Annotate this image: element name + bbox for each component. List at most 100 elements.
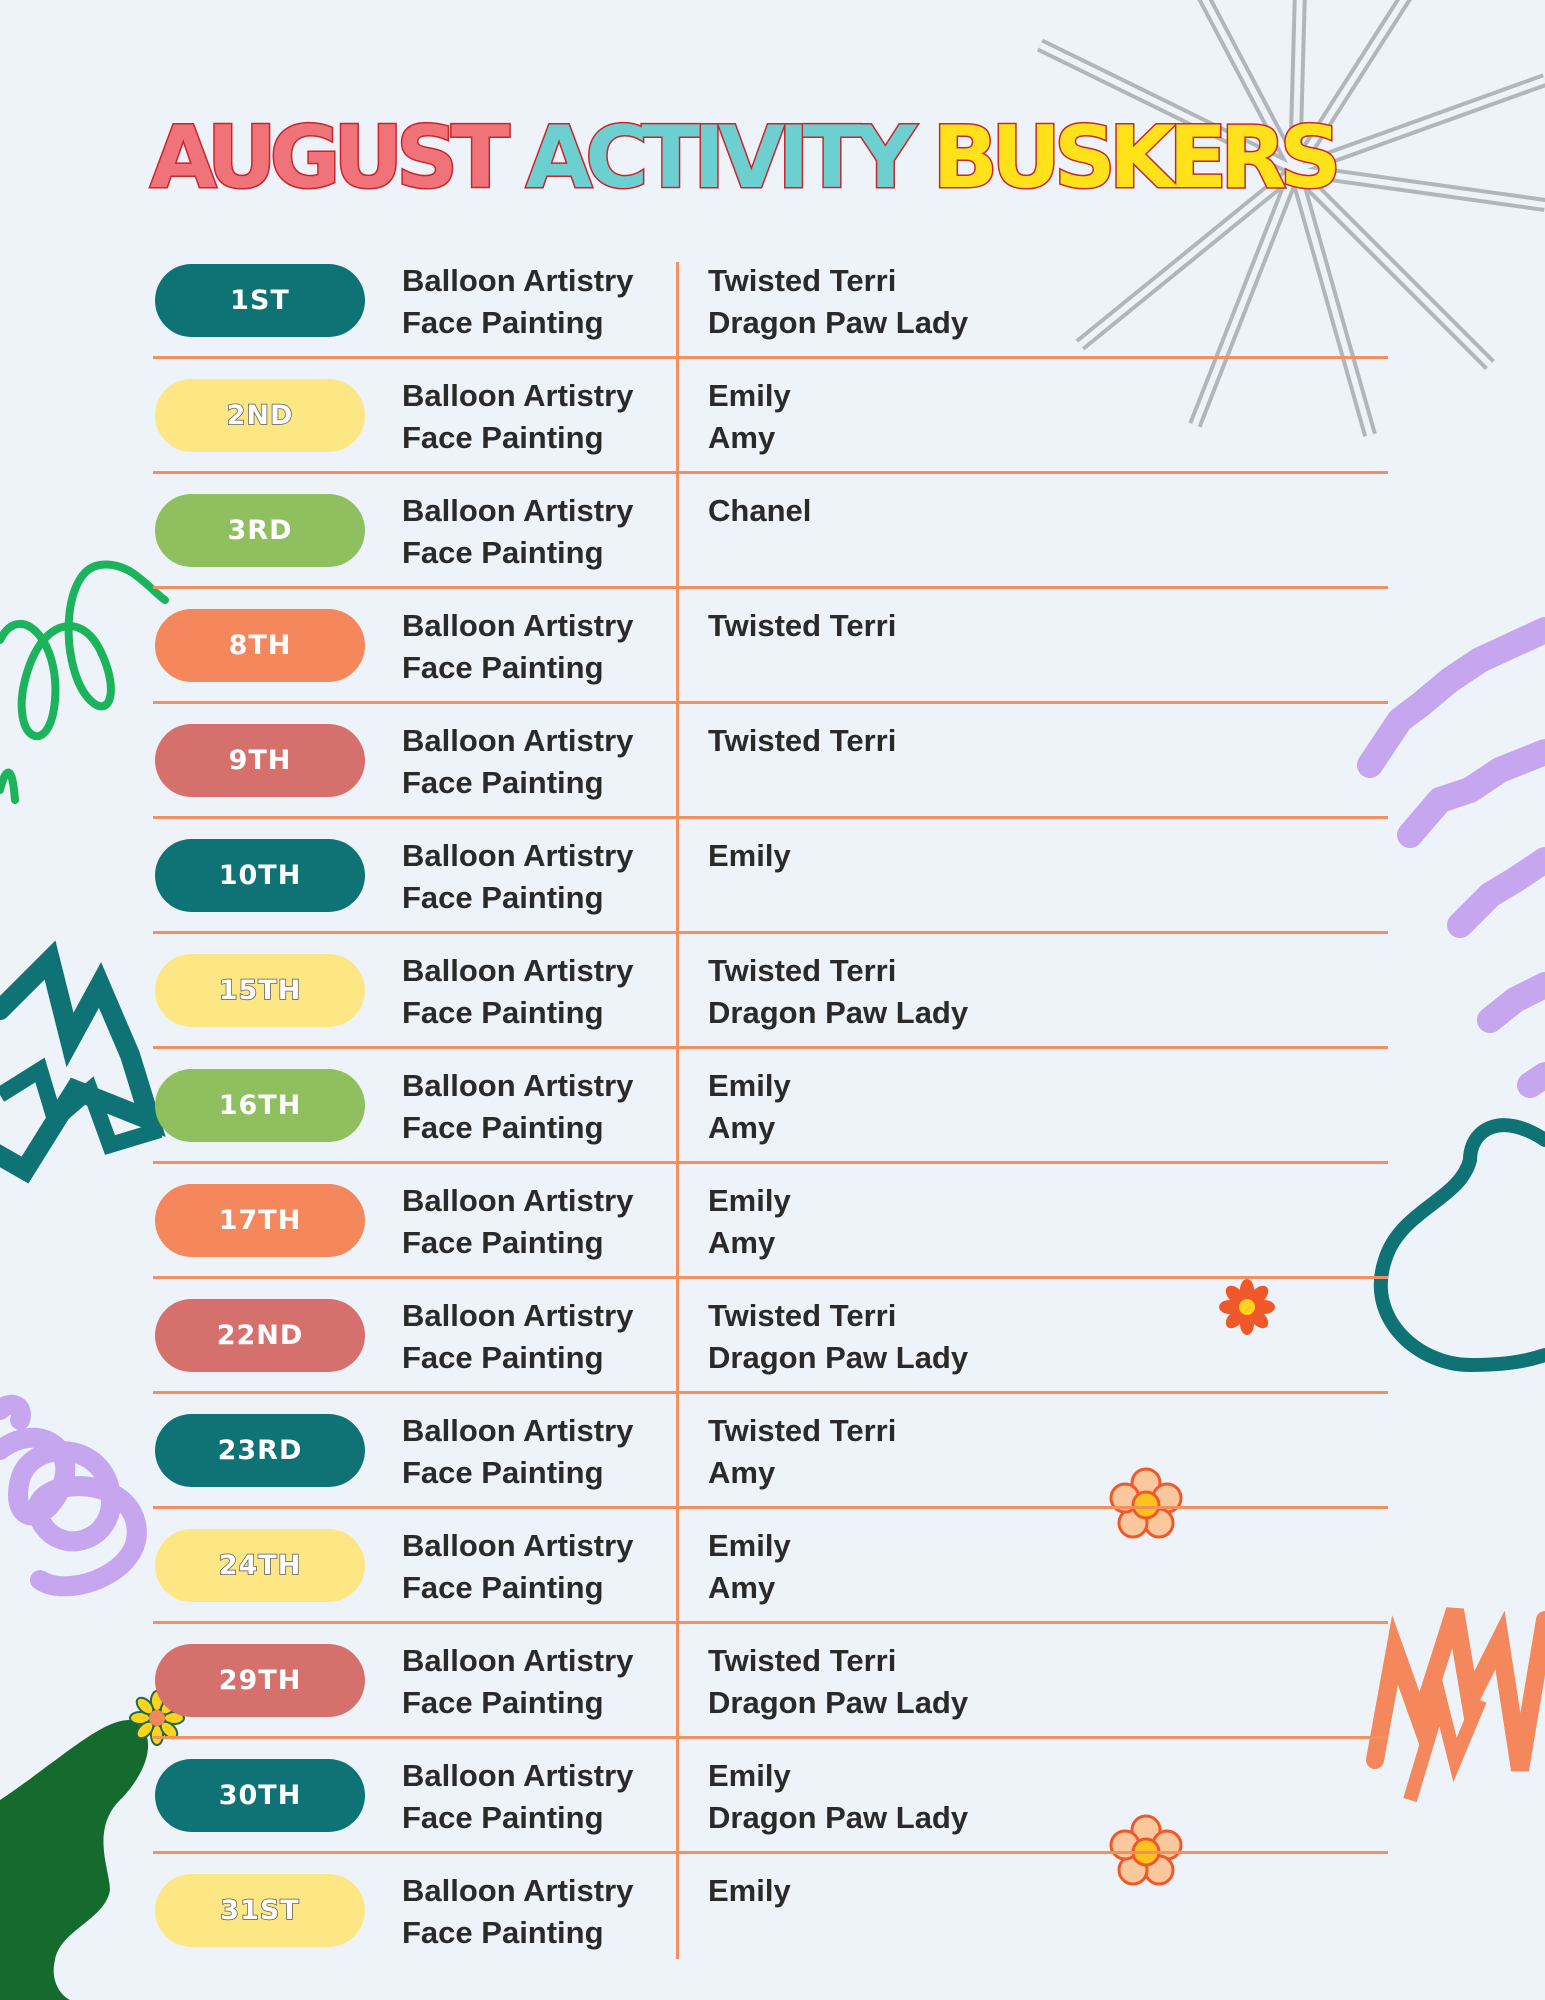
activity-label: Face Painting	[402, 1915, 604, 1950]
day-badge: 23RD	[155, 1414, 365, 1487]
busker-name: Emily	[708, 1758, 791, 1793]
activity-label: Balloon Artistry	[402, 1758, 634, 1793]
day-badge: 10TH	[155, 839, 365, 912]
buskers-cell: Emily	[708, 835, 1208, 919]
row-divider	[153, 931, 1388, 934]
activity-label: Face Painting	[402, 1455, 604, 1490]
schedule-row: 24TH Balloon Artistry Face Painting Emily Am…	[0, 1499, 1545, 1624]
day-badge: 1ST	[155, 264, 365, 337]
activities-cell: Balloon Artistry Face Painting	[402, 720, 672, 804]
activity-label: Balloon Artistry	[402, 1068, 634, 1103]
busker-name: Emily	[708, 838, 791, 873]
day-badge: 22ND	[155, 1299, 365, 1372]
busker-name: Emily	[708, 378, 791, 413]
row-divider	[153, 1046, 1388, 1049]
busker-name: Amy	[708, 420, 776, 455]
busker-name: Twisted Terri	[708, 1413, 897, 1448]
activities-cell: Balloon Artistry Face Painting	[402, 1065, 672, 1149]
page-title: AUGUST ACTIVITY BUSKERS	[149, 107, 1400, 210]
buskers-cell: Emily Amy	[708, 1525, 1208, 1609]
day-badge: 16TH	[155, 1069, 365, 1142]
activities-cell: Balloon Artistry Face Painting	[402, 835, 672, 919]
buskers-cell: Twisted Terri	[708, 605, 1208, 689]
buskers-cell: Twisted Terri Dragon Paw Lady	[708, 950, 1208, 1034]
buskers-cell: Twisted Terri Dragon Paw Lady	[708, 1295, 1208, 1379]
day-badge: 31ST	[155, 1874, 365, 1947]
busker-name: Dragon Paw Lady	[708, 1800, 969, 1835]
day-badge: 29TH	[155, 1644, 365, 1717]
day-badge: 30TH	[155, 1759, 365, 1832]
row-divider	[153, 356, 1388, 359]
activity-label: Balloon Artistry	[402, 263, 634, 298]
activity-label: Face Painting	[402, 420, 604, 455]
buskers-cell: Emily Amy	[708, 1065, 1208, 1149]
row-divider	[153, 1851, 1388, 1854]
activity-label: Face Painting	[402, 650, 604, 685]
schedule-row: 8TH Balloon Artistry Face Painting Twisted …	[0, 579, 1545, 704]
activity-label: Face Painting	[402, 305, 604, 340]
title-word-3: BUSKERS	[931, 107, 1343, 210]
busker-name: Twisted Terri	[708, 1643, 897, 1678]
activity-label: Balloon Artistry	[402, 1298, 634, 1333]
schedule-row: 29TH Balloon Artistry Face Painting Twisted…	[0, 1614, 1545, 1739]
activity-label: Face Painting	[402, 1800, 604, 1835]
busker-name: Emily	[708, 1068, 791, 1103]
activity-label: Balloon Artistry	[402, 838, 634, 873]
activity-label: Face Painting	[402, 1225, 604, 1260]
title-word-2: ACTIVITY	[524, 107, 918, 210]
busker-name: Dragon Paw Lady	[708, 1685, 969, 1720]
row-divider	[153, 1391, 1388, 1394]
schedule-row: 2ND Balloon Artistry Face Painting Emily Amy	[0, 349, 1545, 474]
schedule-row: 16TH Balloon Artistry Face Painting Emily Am…	[0, 1039, 1545, 1164]
activity-label: Balloon Artistry	[402, 1528, 634, 1563]
activities-cell: Balloon Artistry Face Painting	[402, 490, 672, 574]
row-divider	[153, 586, 1388, 589]
day-badge: 8TH	[155, 609, 365, 682]
buskers-cell: Twisted Terri Amy	[708, 1410, 1208, 1494]
busker-name: Twisted Terri	[708, 953, 897, 988]
activities-cell: Balloon Artistry Face Painting	[402, 1870, 672, 1954]
busker-name: Amy	[708, 1225, 776, 1260]
busker-name: Amy	[708, 1570, 776, 1605]
activity-label: Balloon Artistry	[402, 1413, 634, 1448]
row-divider	[153, 1506, 1388, 1509]
activities-cell: Balloon Artistry Face Painting	[402, 1525, 672, 1609]
day-badge: 24TH	[155, 1529, 365, 1602]
busker-name	[708, 762, 1208, 804]
activity-label: Balloon Artistry	[402, 493, 634, 528]
day-badge: 15TH	[155, 954, 365, 1027]
activity-label: Face Painting	[402, 535, 604, 570]
activities-cell: Balloon Artistry Face Painting	[402, 1180, 672, 1264]
activity-label: Balloon Artistry	[402, 378, 634, 413]
buskers-cell: Twisted Terri Dragon Paw Lady	[708, 1640, 1208, 1724]
activity-label: Face Painting	[402, 995, 604, 1030]
busker-name: Amy	[708, 1110, 776, 1145]
busker-name: Emily	[708, 1528, 791, 1563]
schedule-row: 30TH Balloon Artistry Face Painting Emily Dr…	[0, 1729, 1545, 1854]
schedule-row: 15TH Balloon Artistry Face Painting Twisted…	[0, 924, 1545, 1049]
busker-name: Dragon Paw Lady	[708, 305, 969, 340]
schedule-row: 3RD Balloon Artistry Face Painting Chanel	[0, 464, 1545, 589]
busker-name: Emily	[708, 1183, 791, 1218]
busker-name: Twisted Terri	[708, 723, 897, 758]
schedule-row: 17TH Balloon Artistry Face Painting Emily Am…	[0, 1154, 1545, 1279]
day-badge: 17TH	[155, 1184, 365, 1257]
activity-label: Face Painting	[402, 765, 604, 800]
activity-label: Balloon Artistry	[402, 953, 634, 988]
activity-label: Balloon Artistry	[402, 723, 634, 758]
row-divider	[153, 1276, 1388, 1279]
schedule-row: 22ND Balloon Artistry Face Painting Twisted…	[0, 1269, 1545, 1394]
activities-cell: Balloon Artistry Face Painting	[402, 375, 672, 459]
busker-name: Twisted Terri	[708, 1298, 897, 1333]
busker-name	[708, 877, 1208, 919]
row-divider	[153, 1161, 1388, 1164]
day-badge: 9TH	[155, 724, 365, 797]
buskers-cell: Twisted Terri	[708, 720, 1208, 804]
schedule-row: 1ST Balloon Artistry Face Painting Twisted …	[0, 234, 1545, 359]
busker-name: Chanel	[708, 493, 812, 528]
activities-cell: Balloon Artistry Face Painting	[402, 260, 672, 344]
row-divider	[153, 701, 1388, 704]
row-divider	[153, 1621, 1388, 1624]
